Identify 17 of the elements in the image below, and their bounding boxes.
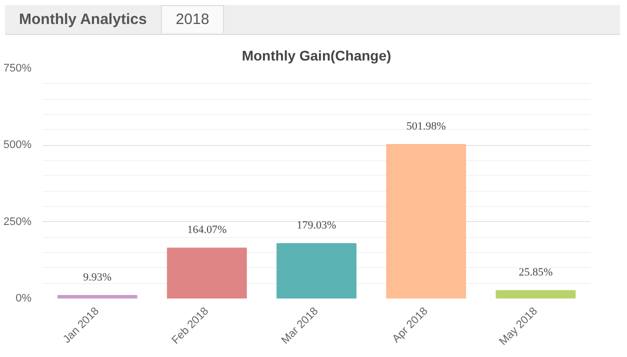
y-tick-label: 500%	[3, 139, 32, 152]
y-tick-label: 750%	[3, 62, 32, 74]
bar	[386, 144, 466, 298]
data-label: 164.07%	[187, 224, 227, 236]
bar	[166, 248, 247, 298]
data-label: 9.93%	[83, 271, 112, 284]
data-label: 501.98%	[406, 120, 446, 133]
y-tick-label: 250%	[3, 216, 32, 228]
bar	[57, 294, 138, 298]
text: 2018	[160, 5, 224, 33]
chart-title: Monthly Gain(Change)	[242, 48, 392, 64]
text: Monthly Analytics	[18, 10, 148, 30]
bar	[496, 290, 576, 298]
data-label: 25.85%	[518, 266, 553, 279]
data-label: 179.03%	[296, 220, 336, 232]
bar	[276, 243, 356, 298]
y-tick-label: 0%	[16, 292, 32, 304]
